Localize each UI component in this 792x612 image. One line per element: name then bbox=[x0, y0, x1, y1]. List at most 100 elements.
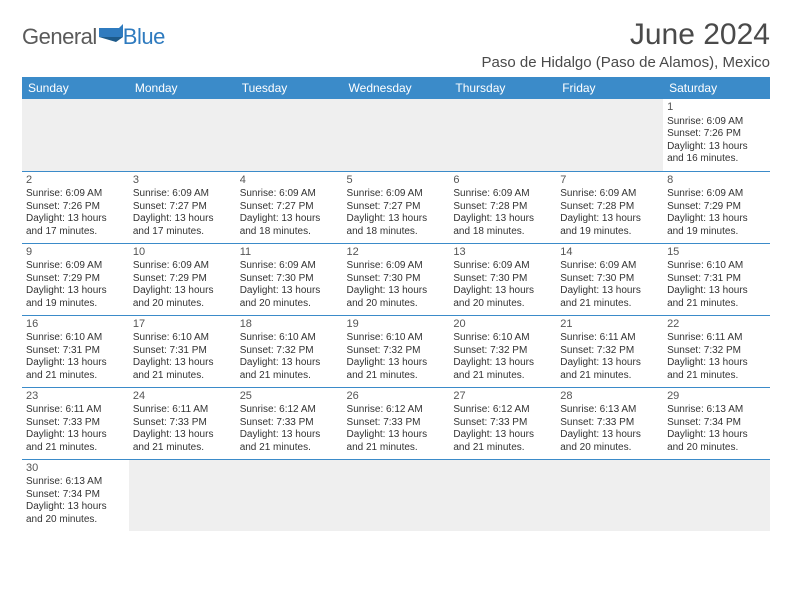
sunset-line: Sunset: 7:31 PM bbox=[26, 345, 125, 358]
sunrise-line: Sunrise: 6:12 AM bbox=[453, 404, 552, 417]
calendar-cell: 12Sunrise: 6:09 AMSunset: 7:30 PMDayligh… bbox=[343, 243, 450, 315]
calendar-cell bbox=[449, 459, 556, 531]
logo-flag-icon bbox=[99, 24, 123, 42]
calendar-cell: 22Sunrise: 6:11 AMSunset: 7:32 PMDayligh… bbox=[663, 315, 770, 387]
calendar-cell bbox=[556, 459, 663, 531]
day-number: 16 bbox=[26, 318, 125, 332]
day-number: 23 bbox=[26, 390, 125, 404]
sunset-line: Sunset: 7:30 PM bbox=[560, 273, 659, 286]
day-number: 19 bbox=[347, 318, 446, 332]
calendar-cell: 24Sunrise: 6:11 AMSunset: 7:33 PMDayligh… bbox=[129, 387, 236, 459]
day-number: 28 bbox=[560, 390, 659, 404]
daylight-line: Daylight: 13 hours and 20 minutes. bbox=[240, 285, 339, 310]
sunset-line: Sunset: 7:31 PM bbox=[133, 345, 232, 358]
daylight-line: Daylight: 13 hours and 16 minutes. bbox=[667, 141, 766, 166]
day-number: 25 bbox=[240, 390, 339, 404]
sunrise-line: Sunrise: 6:10 AM bbox=[240, 332, 339, 345]
sunrise-line: Sunrise: 6:09 AM bbox=[133, 188, 232, 201]
calendar-cell: 20Sunrise: 6:10 AMSunset: 7:32 PMDayligh… bbox=[449, 315, 556, 387]
calendar-cell: 21Sunrise: 6:11 AMSunset: 7:32 PMDayligh… bbox=[556, 315, 663, 387]
sunset-line: Sunset: 7:30 PM bbox=[453, 273, 552, 286]
sunrise-line: Sunrise: 6:09 AM bbox=[667, 188, 766, 201]
calendar-cell: 28Sunrise: 6:13 AMSunset: 7:33 PMDayligh… bbox=[556, 387, 663, 459]
weekday-header: Sunday bbox=[22, 77, 129, 99]
sunrise-line: Sunrise: 6:09 AM bbox=[453, 260, 552, 273]
page-title: June 2024 bbox=[482, 18, 770, 52]
weekday-header: Monday bbox=[129, 77, 236, 99]
daylight-line: Daylight: 13 hours and 19 minutes. bbox=[26, 285, 125, 310]
calendar-cell: 26Sunrise: 6:12 AMSunset: 7:33 PMDayligh… bbox=[343, 387, 450, 459]
day-number: 26 bbox=[347, 390, 446, 404]
daylight-line: Daylight: 13 hours and 20 minutes. bbox=[560, 429, 659, 454]
day-number: 20 bbox=[453, 318, 552, 332]
calendar-cell: 29Sunrise: 6:13 AMSunset: 7:34 PMDayligh… bbox=[663, 387, 770, 459]
calendar-cell: 5Sunrise: 6:09 AMSunset: 7:27 PMDaylight… bbox=[343, 171, 450, 243]
day-number: 29 bbox=[667, 390, 766, 404]
sunrise-line: Sunrise: 6:12 AM bbox=[240, 404, 339, 417]
sunset-line: Sunset: 7:27 PM bbox=[347, 201, 446, 214]
day-number: 21 bbox=[560, 318, 659, 332]
daylight-line: Daylight: 13 hours and 17 minutes. bbox=[26, 213, 125, 238]
sunset-line: Sunset: 7:29 PM bbox=[26, 273, 125, 286]
calendar-cell: 6Sunrise: 6:09 AMSunset: 7:28 PMDaylight… bbox=[449, 171, 556, 243]
calendar-cell: 17Sunrise: 6:10 AMSunset: 7:31 PMDayligh… bbox=[129, 315, 236, 387]
sunrise-line: Sunrise: 6:13 AM bbox=[667, 404, 766, 417]
title-block: June 2024 Paso de Hidalgo (Paso de Alamo… bbox=[482, 18, 770, 71]
sunrise-line: Sunrise: 6:09 AM bbox=[453, 188, 552, 201]
sunrise-line: Sunrise: 6:11 AM bbox=[26, 404, 125, 417]
sunset-line: Sunset: 7:32 PM bbox=[453, 345, 552, 358]
logo: General Blue bbox=[22, 24, 165, 50]
calendar-cell: 3Sunrise: 6:09 AMSunset: 7:27 PMDaylight… bbox=[129, 171, 236, 243]
calendar-cell bbox=[663, 459, 770, 531]
sunset-line: Sunset: 7:33 PM bbox=[133, 417, 232, 430]
calendar-cell: 25Sunrise: 6:12 AMSunset: 7:33 PMDayligh… bbox=[236, 387, 343, 459]
logo-text-general: General bbox=[22, 24, 97, 50]
sunrise-line: Sunrise: 6:09 AM bbox=[347, 260, 446, 273]
day-number: 15 bbox=[667, 246, 766, 260]
daylight-line: Daylight: 13 hours and 20 minutes. bbox=[453, 285, 552, 310]
weekday-header: Thursday bbox=[449, 77, 556, 99]
sunset-line: Sunset: 7:32 PM bbox=[240, 345, 339, 358]
weekday-header: Tuesday bbox=[236, 77, 343, 99]
day-number: 18 bbox=[240, 318, 339, 332]
calendar-cell: 15Sunrise: 6:10 AMSunset: 7:31 PMDayligh… bbox=[663, 243, 770, 315]
sunset-line: Sunset: 7:31 PM bbox=[667, 273, 766, 286]
daylight-line: Daylight: 13 hours and 21 minutes. bbox=[560, 357, 659, 382]
day-number: 30 bbox=[26, 462, 125, 476]
calendar-cell: 11Sunrise: 6:09 AMSunset: 7:30 PMDayligh… bbox=[236, 243, 343, 315]
calendar-cell bbox=[236, 459, 343, 531]
calendar-cell: 27Sunrise: 6:12 AMSunset: 7:33 PMDayligh… bbox=[449, 387, 556, 459]
calendar-cell: 30Sunrise: 6:13 AMSunset: 7:34 PMDayligh… bbox=[22, 459, 129, 531]
day-number: 24 bbox=[133, 390, 232, 404]
sunrise-line: Sunrise: 6:09 AM bbox=[347, 188, 446, 201]
daylight-line: Daylight: 13 hours and 18 minutes. bbox=[240, 213, 339, 238]
calendar-cell: 7Sunrise: 6:09 AMSunset: 7:28 PMDaylight… bbox=[556, 171, 663, 243]
day-number: 6 bbox=[453, 174, 552, 188]
day-number: 2 bbox=[26, 174, 125, 188]
daylight-line: Daylight: 13 hours and 21 minutes. bbox=[240, 429, 339, 454]
day-number: 4 bbox=[240, 174, 339, 188]
sunset-line: Sunset: 7:28 PM bbox=[560, 201, 659, 214]
sunset-line: Sunset: 7:26 PM bbox=[26, 201, 125, 214]
daylight-line: Daylight: 13 hours and 21 minutes. bbox=[26, 429, 125, 454]
sunrise-line: Sunrise: 6:09 AM bbox=[240, 260, 339, 273]
sunrise-line: Sunrise: 6:09 AM bbox=[560, 188, 659, 201]
sunset-line: Sunset: 7:33 PM bbox=[560, 417, 659, 430]
sunrise-line: Sunrise: 6:13 AM bbox=[26, 476, 125, 489]
calendar-cell bbox=[236, 99, 343, 171]
calendar-cell bbox=[22, 99, 129, 171]
day-number: 5 bbox=[347, 174, 446, 188]
sunset-line: Sunset: 7:30 PM bbox=[347, 273, 446, 286]
sunrise-line: Sunrise: 6:09 AM bbox=[560, 260, 659, 273]
day-number: 17 bbox=[133, 318, 232, 332]
daylight-line: Daylight: 13 hours and 21 minutes. bbox=[453, 357, 552, 382]
sunset-line: Sunset: 7:30 PM bbox=[240, 273, 339, 286]
sunset-line: Sunset: 7:33 PM bbox=[347, 417, 446, 430]
calendar-cell: 18Sunrise: 6:10 AMSunset: 7:32 PMDayligh… bbox=[236, 315, 343, 387]
calendar-cell: 4Sunrise: 6:09 AMSunset: 7:27 PMDaylight… bbox=[236, 171, 343, 243]
day-number: 9 bbox=[26, 246, 125, 260]
sunset-line: Sunset: 7:33 PM bbox=[453, 417, 552, 430]
daylight-line: Daylight: 13 hours and 21 minutes. bbox=[240, 357, 339, 382]
header: General Blue June 2024 Paso de Hidalgo (… bbox=[22, 18, 770, 71]
sunrise-line: Sunrise: 6:10 AM bbox=[26, 332, 125, 345]
